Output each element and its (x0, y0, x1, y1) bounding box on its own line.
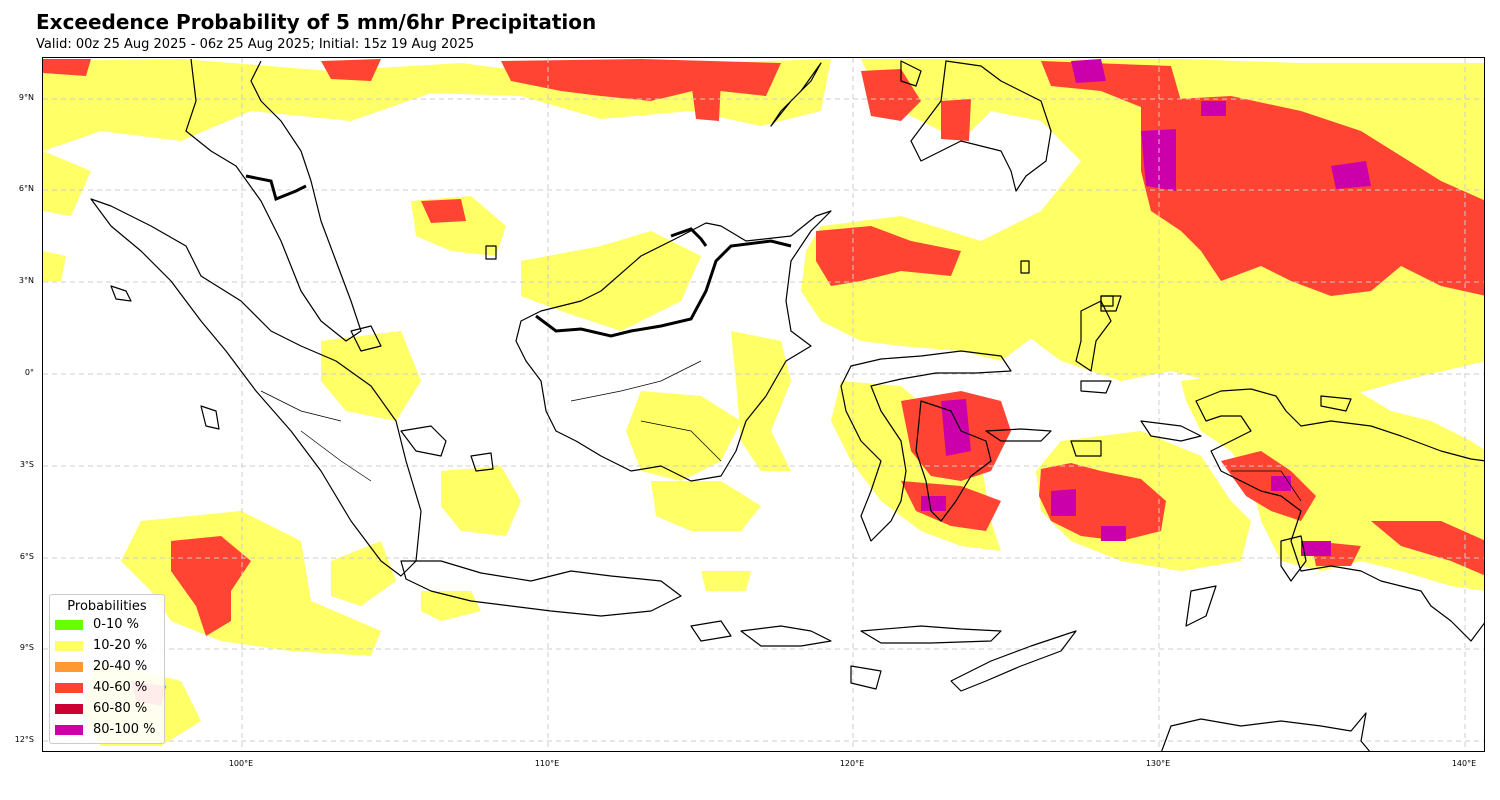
coast-bali-lombok (690, 620, 732, 642)
coast-australia (1161, 712, 1371, 751)
legend-swatch (55, 724, 83, 735)
legend-item: 40-60 % (50, 677, 164, 698)
map-subtitle: Valid: 00z 25 Aug 2025 - 06z 25 Aug 2025… (36, 37, 475, 52)
coast-sulawesi-se (915, 400, 992, 522)
lat-label-3s: 3°S (19, 460, 34, 469)
legend-swatch (55, 640, 83, 651)
legend-swatch (55, 661, 83, 672)
coast-sula (1080, 380, 1112, 394)
coast-mindanao (910, 60, 1052, 192)
coast-seram (1140, 420, 1202, 442)
coast-sangihe (1020, 260, 1030, 274)
coast-buru (1070, 440, 1102, 457)
coast-kei (1320, 395, 1352, 412)
coast-sumbawa (740, 625, 832, 647)
probability-field-80-100 (921, 59, 1371, 556)
legend-item: 20-40 % (50, 656, 164, 677)
coast-bangka (400, 425, 447, 457)
lon-label-120e: 120°E (839, 759, 865, 768)
legend-swatch (55, 682, 83, 693)
legend-item: 80-100 % (50, 719, 164, 740)
coast-borneo (515, 210, 832, 482)
coast-halmahera (1075, 300, 1112, 372)
legend-title: Probabilities (67, 599, 147, 614)
legend-label: 20-40 % (93, 659, 148, 674)
lat-label-6n: 6°N (18, 184, 34, 193)
coast-flores (860, 625, 1002, 644)
coast-natuna (485, 245, 497, 260)
lon-label-100e: 100°E (228, 759, 254, 768)
legend-item: 60-80 % (50, 698, 164, 719)
coast-mentawai (200, 405, 220, 430)
coast-java (400, 560, 682, 617)
legend-label: 40-60 % (93, 680, 148, 695)
legend-item: 0-10 % (50, 614, 164, 635)
coast-timor (950, 630, 1077, 692)
legend-label: 10-20 % (93, 638, 148, 653)
map-panel[interactable] (42, 57, 1485, 752)
legend-swatch (55, 619, 83, 630)
lat-label-6s: 6°S (19, 552, 34, 561)
coast-sumba (850, 665, 882, 690)
coast-nias (110, 285, 132, 302)
lat-label-9s: 9°S (19, 643, 34, 652)
probability-field-40-60 (43, 59, 1484, 706)
legend-label: 0-10 % (93, 617, 139, 632)
lon-label-130e: 130°E (1145, 759, 1171, 768)
map-title: Exceedence Probability of 5 mm/6hr Preci… (36, 10, 597, 34)
coast-tanimbar (1185, 585, 1217, 627)
map-canvas (43, 58, 1484, 751)
coastlines (90, 58, 1484, 751)
lon-label-110e: 110°E (534, 759, 560, 768)
graticule (43, 58, 1484, 751)
international-borders (245, 174, 792, 338)
coast-belitung (470, 452, 494, 472)
coast-aru (1280, 535, 1307, 582)
lat-label-3n: 3°N (18, 276, 34, 285)
lat-label-12s: 12°S (14, 735, 34, 744)
coast-riau (350, 325, 382, 352)
lat-label-0: 0° (24, 368, 34, 377)
legend-label: 60-80 % (93, 701, 148, 716)
probability-legend: Probabilities 0-10 % 10-20 % 20-40 % 40-… (49, 594, 165, 744)
lat-label-9n: 9°N (18, 93, 34, 102)
coast-talaud (1100, 295, 1114, 307)
province-lines (260, 360, 1302, 502)
lon-label-140e: 140°E (1451, 759, 1477, 768)
legend-item: 10-20 % (50, 635, 164, 656)
coast-philippines-north (900, 60, 922, 87)
coast-palawan (770, 62, 822, 127)
legend-swatch (55, 703, 83, 714)
coast-sulawesi-east (985, 428, 1052, 442)
coast-sulawesi (840, 350, 1012, 542)
coast-sumatra (90, 198, 422, 577)
coast-new-guinea (1195, 388, 1484, 642)
legend-label: 80-100 % (93, 722, 156, 737)
